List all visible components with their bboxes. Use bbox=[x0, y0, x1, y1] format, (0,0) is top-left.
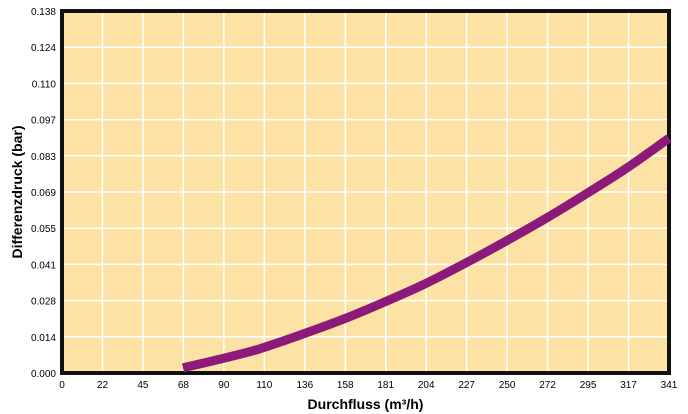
x-tick-label: 295 bbox=[580, 380, 597, 391]
x-tick-label: 341 bbox=[661, 380, 678, 391]
x-tick-label: 136 bbox=[296, 380, 313, 391]
x-tick-label: 250 bbox=[499, 380, 516, 391]
x-tick-label: 68 bbox=[178, 380, 190, 391]
grid-lines bbox=[62, 11, 669, 373]
y-tick-label: 0.041 bbox=[31, 260, 56, 271]
y-tick-label: 0.097 bbox=[31, 116, 56, 127]
x-tick-label: 110 bbox=[256, 380, 272, 391]
y-tick-label: 0.110 bbox=[32, 79, 57, 90]
y-tick-label: 0.083 bbox=[31, 152, 56, 163]
x-tick-label: 204 bbox=[418, 380, 435, 391]
y-tick-label: 0.055 bbox=[31, 224, 56, 235]
series-layer bbox=[182, 134, 672, 373]
x-tick-label: 90 bbox=[218, 380, 230, 391]
plot-frame bbox=[60, 9, 671, 375]
x-tick-label: 181 bbox=[377, 380, 394, 391]
x-tick-label: 317 bbox=[620, 380, 637, 391]
x-axis-label: Durchfluss (m³/h) bbox=[308, 396, 424, 412]
x-tick-label: 272 bbox=[539, 380, 556, 391]
x-tick-label: 45 bbox=[137, 380, 149, 391]
series-line bbox=[182, 134, 672, 373]
y-tick-label: 0.124 bbox=[31, 43, 56, 54]
x-tick-label: 22 bbox=[97, 380, 109, 391]
y-tick-label: 0.138 bbox=[31, 7, 56, 18]
x-tick-labels: 0 22 45 68 90 110 136 158 181 204 227 250 272 295 317 3… bbox=[59, 380, 678, 391]
y-axis-label: Differenzdruck (bar) bbox=[9, 125, 25, 258]
y-tick-label: 0.014 bbox=[31, 333, 56, 344]
y-tick-labels: 0.000 0.014 0.028 0.041 0.055 0.069 0.083 0.097… bbox=[31, 7, 56, 380]
y-tick-label: 0.028 bbox=[31, 297, 56, 308]
x-tick-label: 158 bbox=[337, 380, 354, 391]
y-tick-label: 0.000 bbox=[31, 369, 56, 380]
x-tick-label: 0 bbox=[59, 380, 65, 391]
x-tick-label: 227 bbox=[458, 380, 475, 391]
y-tick-label: 0.069 bbox=[31, 188, 56, 199]
